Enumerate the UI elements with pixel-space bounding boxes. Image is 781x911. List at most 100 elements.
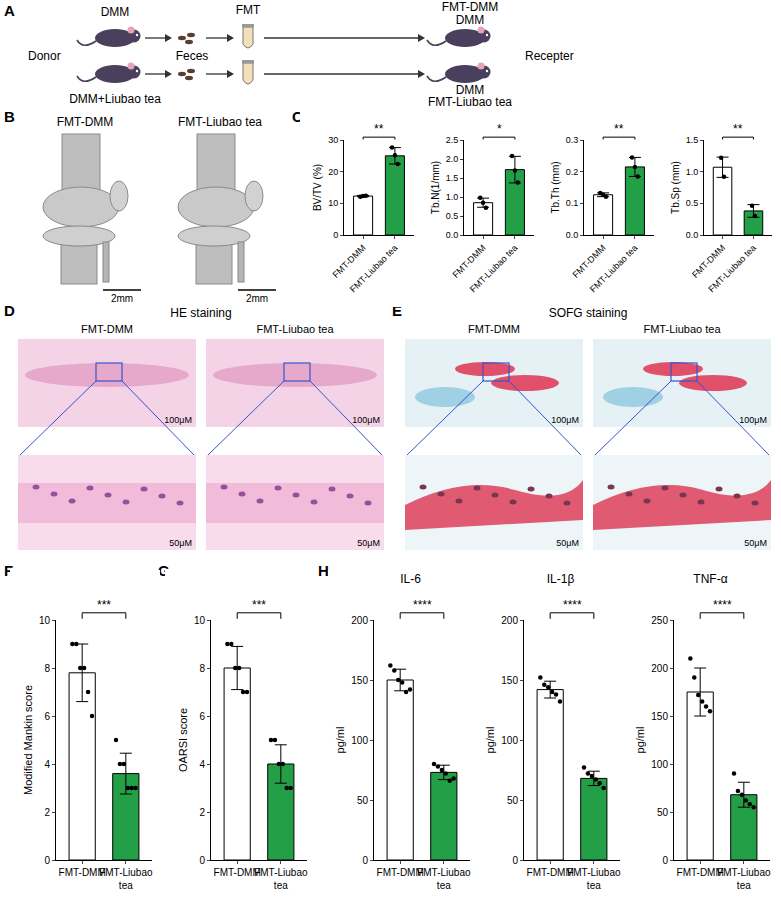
svg-text:1.5: 1.5 — [686, 135, 699, 145]
svg-text:FMT-Liubao tea: FMT-Liubao tea — [348, 243, 400, 295]
svg-text:150: 150 — [501, 675, 518, 686]
svg-text:FMT-DMM: FMT-DMM — [571, 243, 608, 280]
svg-text:8: 8 — [199, 663, 205, 674]
svg-text:HE staining: HE staining — [170, 306, 231, 320]
svg-text:10: 10 — [39, 615, 51, 626]
svg-text:SOFG staining: SOFG staining — [549, 306, 628, 320]
svg-text:FMT-Liubao tea: FMT-Liubao tea — [178, 115, 262, 129]
svg-text:FMT-Liubaotea: FMT-Liubaotea — [717, 867, 771, 891]
svg-text:FMT-Liubaotea: FMT-Liubaotea — [254, 867, 308, 891]
svg-text:FMT-DMM: FMT-DMM — [451, 243, 488, 280]
svg-text:Donor: Donor — [28, 49, 61, 63]
svg-text:6: 6 — [199, 711, 205, 722]
svg-text:0: 0 — [362, 855, 368, 866]
svg-text:FMT-DMM: FMT-DMM — [214, 867, 261, 878]
svg-text:100μM: 100μM — [551, 415, 579, 425]
svg-text:0: 0 — [44, 855, 50, 866]
svg-text:Feces: Feces — [176, 49, 209, 63]
svg-text:Tb.Th (mm): Tb.Th (mm) — [550, 161, 561, 213]
svg-text:1.5: 1.5 — [446, 173, 459, 183]
svg-text:200: 200 — [651, 663, 668, 674]
svg-text:0.2: 0.2 — [566, 167, 579, 177]
svg-text:10: 10 — [194, 615, 206, 626]
svg-text:IL-6: IL-6 — [400, 572, 421, 586]
svg-text:pg/ml: pg/ml — [484, 727, 496, 754]
svg-text:0.0: 0.0 — [446, 230, 459, 240]
svg-text:FMT-Liubaotea: FMT-Liubaotea — [417, 867, 471, 891]
svg-text:0.5: 0.5 — [446, 211, 459, 221]
svg-text:0: 0 — [662, 855, 668, 866]
svg-text:FMT: FMT — [236, 3, 261, 17]
svg-text:50μM: 50μM — [744, 538, 767, 548]
svg-text:**: ** — [733, 122, 743, 136]
svg-text:50μM: 50μM — [169, 538, 192, 548]
svg-text:0.3: 0.3 — [566, 135, 579, 145]
svg-text:****: **** — [563, 598, 582, 612]
svg-text:1.0: 1.0 — [446, 192, 459, 202]
svg-text:10: 10 — [328, 198, 338, 208]
svg-text:**: ** — [614, 122, 624, 136]
svg-text:FMT-DMM: FMT-DMM — [527, 867, 574, 878]
svg-text:0.0: 0.0 — [686, 230, 699, 240]
svg-text:***: *** — [252, 598, 266, 612]
svg-text:0: 0 — [199, 855, 205, 866]
svg-text:**: ** — [374, 122, 384, 136]
svg-text:2: 2 — [199, 807, 205, 818]
svg-text:FMT-DMM: FMT-DMM — [59, 867, 106, 878]
svg-text:FMT-DMM: FMT-DMM — [442, 0, 499, 14]
svg-text:FMT-Liubao tea: FMT-Liubao tea — [428, 95, 512, 108]
svg-text:IL-1β: IL-1β — [547, 572, 575, 586]
svg-text:100: 100 — [351, 735, 368, 746]
svg-text:50: 50 — [507, 795, 519, 806]
svg-text:****: **** — [713, 598, 732, 612]
svg-text:4: 4 — [44, 759, 50, 770]
svg-text:pg/ml: pg/ml — [634, 727, 646, 754]
svg-text:Modified Mankin score: Modified Mankin score — [22, 685, 34, 795]
svg-text:50: 50 — [657, 807, 669, 818]
svg-text:DMM+Liubao tea: DMM+Liubao tea — [69, 92, 161, 106]
svg-text:100μM: 100μM — [739, 415, 767, 425]
svg-text:*: * — [497, 122, 502, 136]
svg-text:50: 50 — [357, 795, 369, 806]
svg-text:FMT-DMM: FMT-DMM — [57, 115, 114, 129]
svg-text:100: 100 — [501, 735, 518, 746]
svg-text:20: 20 — [328, 167, 338, 177]
svg-text:0.5: 0.5 — [686, 198, 699, 208]
svg-text:FMT-DMM: FMT-DMM — [331, 243, 368, 280]
svg-text:200: 200 — [351, 615, 368, 626]
svg-text:FMT-Liubao tea: FMT-Liubao tea — [706, 243, 758, 295]
svg-text:Recepter: Recepter — [525, 49, 574, 63]
svg-text:100μM: 100μM — [164, 415, 192, 425]
svg-text:Tb.N(1/mm): Tb.N(1/mm) — [430, 161, 441, 214]
svg-text:TNF-α: TNF-α — [693, 572, 727, 586]
svg-text:OARSI score: OARSI score — [177, 708, 189, 772]
svg-text:2mm: 2mm — [111, 293, 133, 304]
svg-text:1.0: 1.0 — [686, 167, 699, 177]
svg-text:50μM: 50μM — [556, 538, 579, 548]
svg-text:150: 150 — [651, 711, 668, 722]
svg-text:0.1: 0.1 — [566, 198, 579, 208]
svg-text:Tb.Sp (mm): Tb.Sp (mm) — [670, 161, 681, 214]
svg-text:pg/ml: pg/ml — [334, 727, 346, 754]
svg-text:50μM: 50μM — [357, 538, 380, 548]
svg-text:100: 100 — [651, 759, 668, 770]
svg-text:****: **** — [413, 598, 432, 612]
svg-text:***: *** — [97, 598, 111, 612]
svg-text:8: 8 — [44, 663, 50, 674]
svg-text:FMT-DMM: FMT-DMM — [677, 867, 724, 878]
svg-text:FMT-DMM: FMT-DMM — [468, 323, 520, 335]
svg-text:FMT-Liubao tea: FMT-Liubao tea — [256, 323, 334, 335]
svg-text:FMT-DMM: FMT-DMM — [690, 243, 727, 280]
svg-text:4: 4 — [199, 759, 205, 770]
svg-text:2mm: 2mm — [246, 293, 268, 304]
svg-text:FMT-Liubao tea: FMT-Liubao tea — [643, 323, 721, 335]
svg-text:DMM: DMM — [101, 5, 130, 19]
svg-text:2: 2 — [44, 807, 50, 818]
svg-text:0: 0 — [512, 855, 518, 866]
svg-text:FMT-Liubao tea: FMT-Liubao tea — [468, 243, 520, 295]
svg-text:FMT-DMM: FMT-DMM — [377, 867, 424, 878]
svg-text:2.0: 2.0 — [446, 154, 459, 164]
svg-text:0: 0 — [333, 230, 338, 240]
svg-text:DMM: DMM — [456, 13, 485, 27]
svg-text:6: 6 — [44, 711, 50, 722]
